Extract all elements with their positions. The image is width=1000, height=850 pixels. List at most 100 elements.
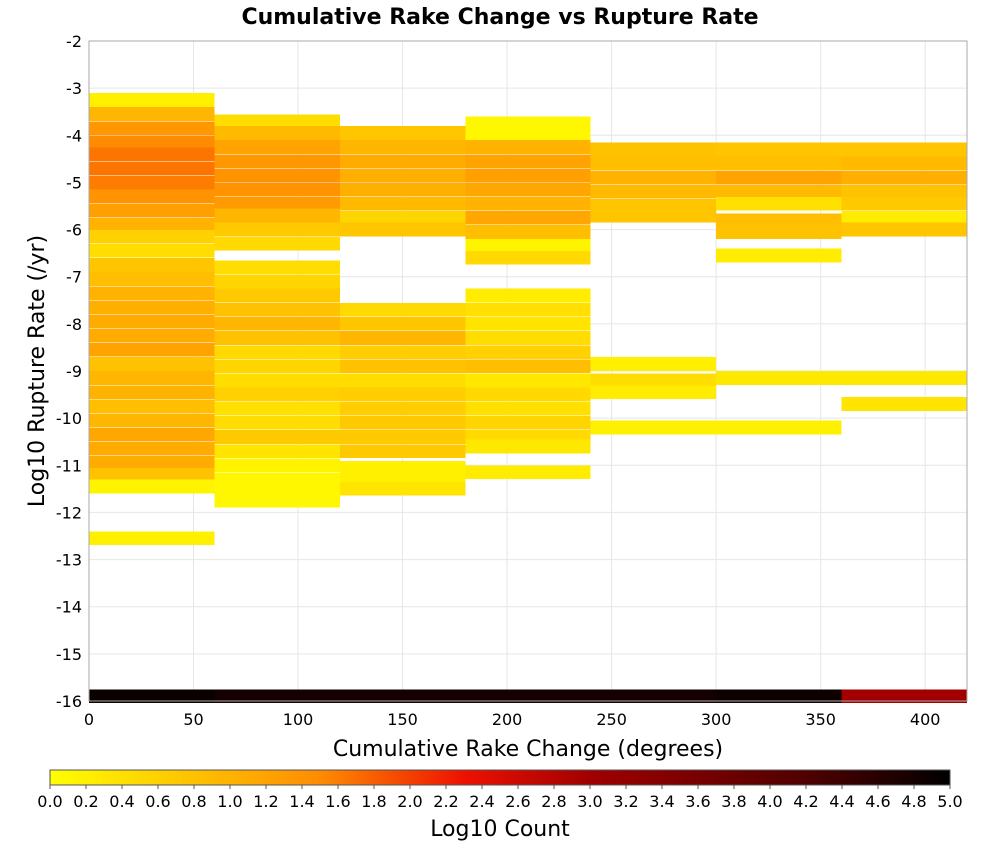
heatmap-cell [214,359,340,374]
heatmap-cell [89,441,215,456]
y-tick-label: -13 [56,551,82,570]
heatmap-cell [214,689,340,704]
heatmap-cell [841,689,967,704]
heatmap-cell [214,430,340,444]
colorbar-tick-label: 3.2 [613,792,638,811]
heatmap-cell [89,203,215,218]
chart-title: Cumulative Rake Change vs Rupture Rate [241,5,758,30]
heatmap-cell [339,140,466,154]
x-tick-label: 250 [596,710,627,729]
heatmap-cell [89,121,215,136]
heatmap-cell [214,222,340,237]
heatmap-cell [339,482,466,496]
heatmap-cell [214,416,340,430]
heatmap-cell [214,345,340,359]
y-tick-label: -14 [56,598,82,617]
heatmap-cell [339,182,466,197]
colorbar-tick-label: 1.0 [217,792,242,811]
y-tick-label: -15 [56,645,82,664]
heatmap-cell [465,439,591,454]
colorbar-tick-label: 1.8 [361,792,386,811]
heatmap-cell [214,331,340,345]
heatmap-cell [465,373,591,388]
heatmap-cell [89,258,215,272]
heatmap-cell [841,170,967,185]
colorbar-tick-label: 2.4 [469,792,494,811]
y-tick-label: -9 [66,362,82,381]
heatmap-cell [841,142,967,157]
y-tick-label: -10 [56,409,82,428]
heatmap-cell [89,107,215,121]
heatmap-cell [465,251,591,265]
heatmap-cell [89,218,215,232]
heatmap-cell [214,444,340,458]
heatmap-cell [89,342,215,357]
heatmap-cell [465,465,591,480]
y-axis-title: Log10 Rupture Rate (/yr) [25,235,50,507]
heatmap-cell [214,387,340,402]
heatmap-cell [716,420,842,435]
y-tick-label: -12 [56,503,82,522]
heatmap-cell [716,213,842,227]
heatmap-cell [841,371,967,385]
heatmap-cell [89,371,215,385]
heatmap-cell [339,196,466,211]
heatmap-cell [214,208,340,223]
heatmap-cell [339,416,466,430]
heatmap-cell [841,196,967,211]
heatmap-cell [214,458,340,473]
heatmap-cell [465,128,591,143]
x-tick-label: 150 [387,710,418,729]
plot-frame [88,40,968,702]
heatmap-cell [465,317,591,331]
heatmap-cell [214,302,340,317]
colorbar-tick-label: 1.6 [325,792,350,811]
heatmap-cell [716,196,842,211]
heatmap-cell [89,357,215,371]
heatmap-cell [89,467,215,482]
heatmap-cell [716,142,842,157]
heatmap-cell [339,331,466,345]
colorbar-tick-label: 3.4 [649,792,674,811]
heatmap-cell [89,147,215,161]
x-axis-title: Cumulative Rake Change (degrees) [333,737,723,762]
heatmap-cell [89,135,215,150]
y-tick-label: -16 [56,692,82,711]
heatmap-cell [339,359,466,374]
colorbar-tick-label: 2.2 [433,792,458,811]
heatmap-cell [339,222,466,237]
heatmap-cell [716,156,842,171]
heatmap-cell [590,156,717,171]
heatmap-cell [214,373,340,388]
colorbar-tick-label: 0.6 [145,792,170,811]
heatmap-cell [339,126,466,140]
heatmap-cell [841,222,967,237]
heatmap-cell [89,328,215,343]
heatmap-cell [590,357,717,371]
heatmap-cell [89,175,215,190]
heatmap-cell [214,140,340,154]
heatmap-cell [465,168,591,183]
colorbar-tick-label: 4.0 [757,792,782,811]
heatmap-cell [89,314,215,329]
heatmap-cell [339,154,466,169]
heatmap-cell [89,399,215,414]
heatmap-cell [339,210,466,225]
colorbar-ticks: 0.0 0.2 0.4 0.6 0.8 1.0 1.2 1.4 1.6 1.8 2.0 2.2 2.4 2… [37,785,963,811]
heatmap-cell [89,161,215,176]
heatmap-cell [465,196,591,211]
colorbar-tick-label: 0.4 [109,792,134,811]
colorbar-tick-label: 4.6 [865,792,890,811]
heatmap-cell [214,196,340,211]
heatmap-cell [465,116,591,131]
heatmap-cell [465,239,591,253]
heatmap-cell [716,185,842,199]
colorbar-tick-label: 3.8 [721,792,746,811]
colorbar-tick-label: 0.2 [73,792,98,811]
colorbar-tick-label: 1.2 [253,792,278,811]
y-tick-label: -8 [66,315,82,334]
heatmap-cell [590,142,717,157]
heatmap-cell [590,385,717,400]
heatmap-cell [339,430,466,444]
